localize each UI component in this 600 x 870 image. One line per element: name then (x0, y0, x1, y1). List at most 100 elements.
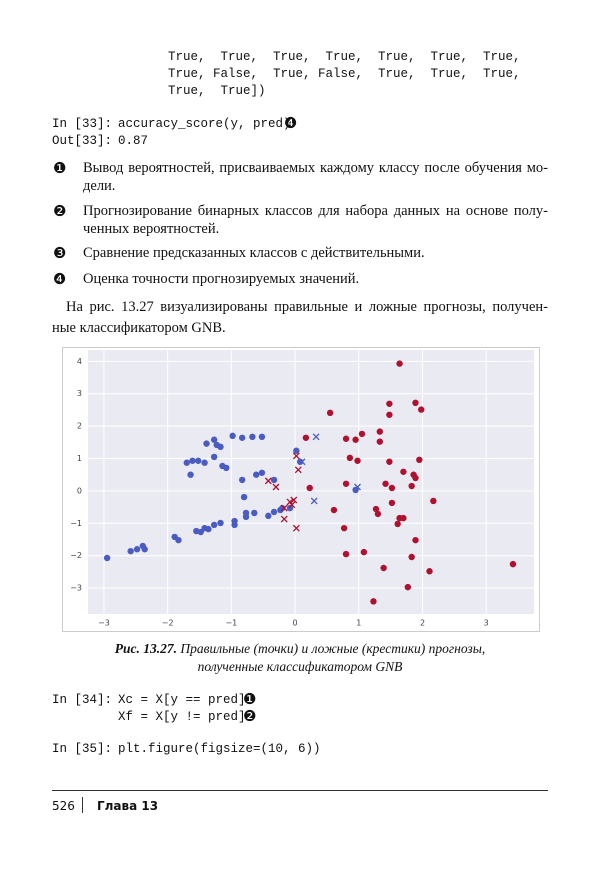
dot-point (326, 409, 334, 417)
figure-caption: полученные классификатором GNB (197, 659, 403, 674)
dot-point (412, 399, 419, 406)
dot-point (127, 547, 134, 555)
dot-point (354, 457, 361, 464)
dot-point (416, 456, 423, 464)
y-tick-label: 4 (77, 357, 82, 366)
cross-stroke (280, 515, 288, 523)
code-prompt: Out[33]: (52, 134, 113, 148)
dot-point (229, 432, 236, 440)
dot-point (203, 440, 210, 447)
dot-point (240, 493, 248, 501)
dot-point (183, 459, 190, 466)
dot-point (175, 536, 182, 544)
dot-point (352, 486, 359, 494)
dot-point (342, 480, 350, 487)
cross-stroke (292, 452, 300, 460)
code-line: True, False, True, False, True, True, Tr… (168, 67, 521, 81)
callout-marker: ❹ (284, 114, 298, 132)
cross-point (294, 466, 302, 474)
code-prompt: In [35]: (52, 742, 113, 756)
dot-point (265, 512, 272, 520)
callout-marker: ❷ (53, 202, 67, 220)
dot-point (141, 546, 148, 553)
dot-point (249, 433, 256, 441)
dot-point (388, 484, 396, 492)
cross-point (286, 498, 294, 506)
y-tick-label: 2 (77, 422, 82, 431)
dot-point (376, 428, 384, 435)
cross-point (272, 483, 280, 491)
y-tick-label: −3 (70, 584, 82, 593)
dot-point (382, 480, 389, 487)
y-tick-label: 0 (77, 486, 82, 495)
code-line: True, True]) (168, 84, 266, 98)
code-line: plt.figure(figsize=(10, 6)) (118, 742, 321, 756)
footer-rule (52, 790, 548, 791)
cross-point (298, 458, 306, 466)
x-tick-label: 2 (420, 619, 425, 628)
dot-point (201, 459, 208, 466)
y-tick-label: 1 (77, 454, 82, 463)
dot-point (386, 411, 393, 418)
dot-point (400, 514, 407, 522)
cross-stroke (272, 483, 280, 491)
cross-point (280, 515, 288, 523)
cross-stroke (312, 433, 320, 441)
cross-point (354, 483, 361, 491)
cross-point (290, 496, 298, 504)
scatter-chart: −3 −2 −1 0 1 2 3 4 −3 −2 −1 0 1 2 3 (62, 347, 540, 632)
cross-point (264, 477, 272, 485)
note-line: Оценка точности прогнозируемых значений. (83, 271, 360, 287)
dot-point (253, 471, 260, 478)
dot-point (302, 434, 310, 441)
dot-point (286, 504, 294, 512)
callout-marker: ❹ (53, 270, 67, 288)
dot-point (242, 509, 250, 517)
dot-point (210, 436, 218, 443)
dot-point (133, 546, 141, 553)
dot-point (412, 536, 419, 544)
dot-point (258, 469, 266, 476)
dot-point (352, 436, 359, 443)
dot-point (189, 457, 196, 464)
dot-point (238, 476, 246, 484)
dot-point (340, 524, 348, 532)
dot-point (342, 550, 350, 558)
dot-point (388, 499, 396, 507)
code-output: 0.87 (118, 134, 149, 148)
dot-point (279, 504, 286, 512)
dot-point (251, 509, 258, 517)
dot-point (210, 521, 218, 529)
cross-stroke (310, 497, 318, 505)
cross-point (312, 433, 320, 441)
dot-point (103, 554, 111, 562)
dot-point (187, 471, 194, 478)
x-tick-label: −3 (98, 619, 110, 628)
cross-point (280, 504, 288, 512)
figure-caption: Рис. 13.27. Правильные (точки) и ложные … (0, 640, 600, 658)
paragraph-line: ные классификатором GNB. (52, 320, 226, 336)
caption-text: Правильные (точки) и ложные (крестики) п… (180, 641, 486, 656)
x-tick-label: 0 (293, 619, 298, 628)
note-line: Вывод вероятностей, присваиваемых каждом… (83, 160, 548, 176)
callout-marker: ❷ (243, 707, 257, 725)
cross-stroke (294, 466, 302, 474)
dot-point (412, 474, 419, 482)
x-tick-label: 3 (484, 619, 489, 628)
dot-point (195, 457, 202, 464)
dot-point (258, 433, 266, 441)
dot-point (342, 435, 350, 442)
dot-point (360, 548, 368, 556)
cross-point (292, 524, 300, 532)
dot-point (306, 484, 313, 492)
cross-stroke (298, 458, 306, 466)
dot-point (370, 598, 377, 605)
dot-point (380, 564, 387, 572)
dot-point (408, 482, 415, 490)
x-tick-label: −1 (225, 619, 237, 628)
cross-stroke (264, 477, 272, 485)
dot-point (270, 508, 278, 516)
dot-point (386, 458, 393, 465)
dot-point (238, 434, 246, 441)
